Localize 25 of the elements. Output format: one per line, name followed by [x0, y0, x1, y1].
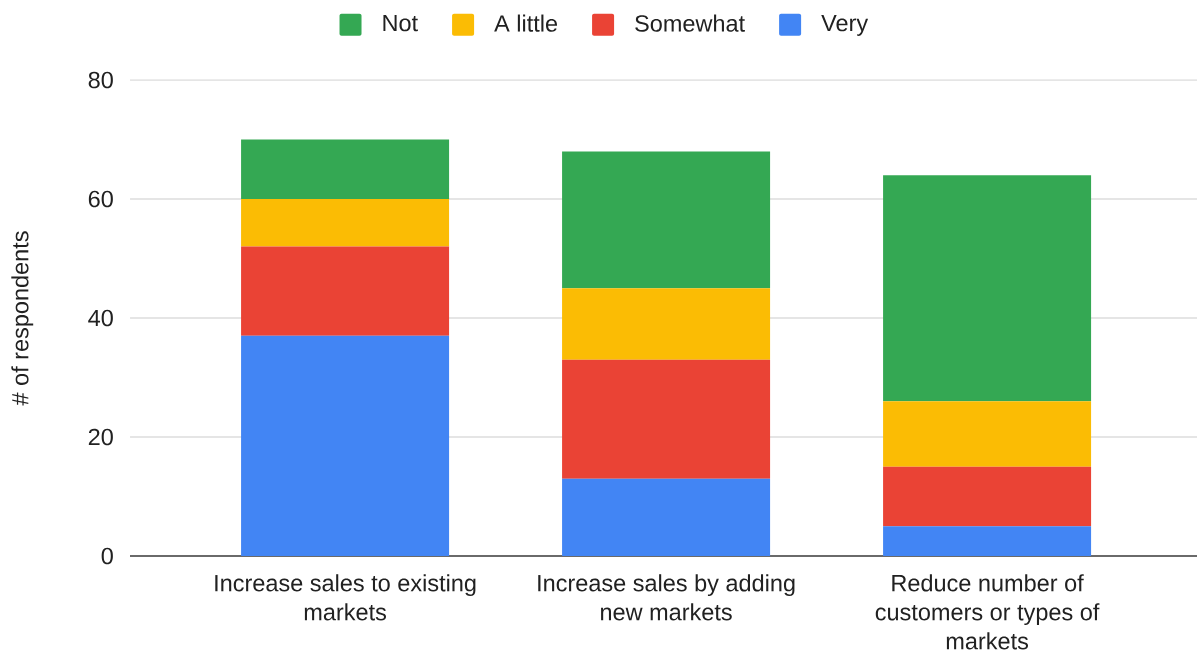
bar — [241, 139, 450, 199]
legend-label: Very — [821, 14, 869, 36]
x-tick-label: Reduce number of customers or types of markets — [875, 574, 1100, 650]
y-tick-label: 0 — [101, 547, 113, 565]
y-tick-label: 80 — [88, 71, 113, 89]
bar — [241, 246, 450, 336]
bar — [241, 335, 450, 556]
y-tick-label: 60 — [88, 190, 113, 208]
bar — [883, 466, 1092, 527]
bar — [562, 478, 771, 556]
y-tick-label: 40 — [88, 309, 113, 327]
legend-label: Not — [383, 14, 418, 32]
bar — [883, 401, 1092, 467]
bar — [562, 151, 771, 289]
bar — [883, 526, 1092, 556]
y-axis-title: # of respondents — [11, 231, 34, 406]
bar — [562, 288, 771, 360]
x-tick-label: Increase sales to existing markets — [215, 574, 476, 621]
legend-label: A little — [494, 14, 558, 32]
x-tick-label: Increase sales by adding new markets — [538, 574, 795, 621]
legend-label: Somewhat — [635, 14, 745, 32]
bar — [241, 199, 450, 247]
y-tick-label: 20 — [88, 428, 113, 446]
bar — [883, 175, 1092, 402]
bar — [562, 359, 771, 479]
